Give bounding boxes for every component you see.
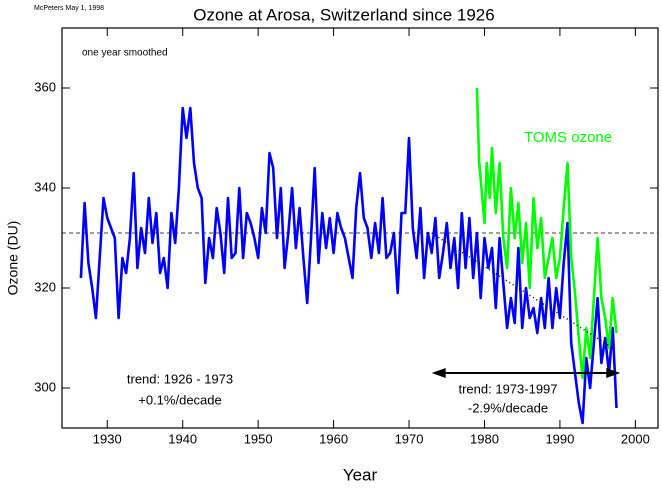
x-tick-label: 1960 (319, 431, 348, 446)
arrow-head (431, 368, 446, 378)
x-axis-label: Year (343, 465, 378, 484)
credit: McPeters May 1, 1998 (34, 5, 104, 12)
y-tick-label: 320 (34, 279, 56, 294)
series-line (475, 87, 618, 380)
x-tick-label: 1980 (470, 431, 499, 446)
y-tick-label: 360 (34, 79, 56, 94)
annotation: trend: 1926 - 1973 (127, 371, 233, 386)
subtitle: one year smoothed (82, 48, 168, 59)
x-tick-label: 2000 (621, 431, 650, 446)
series-label: TOMS ozone (524, 129, 612, 146)
x-tick-label: 1970 (395, 431, 424, 446)
y-tick-label: 340 (34, 179, 56, 194)
x-tick-label: 1950 (244, 431, 273, 446)
annotation: -2.9%/decade (468, 400, 548, 415)
x-tick-label: 1930 (93, 431, 122, 446)
annotation: +0.1%/decade (138, 392, 221, 407)
chart-title: Ozone at Arosa, Switzerland since 1926 (193, 5, 494, 24)
y-axis-label: Ozone (DU) (5, 221, 21, 296)
x-tick-label: 1990 (545, 431, 574, 446)
x-tick-label: 1940 (168, 431, 197, 446)
series-line (79, 106, 618, 425)
arrow-head (606, 368, 621, 378)
plot-frame (61, 27, 659, 429)
y-tick-label: 300 (34, 379, 56, 394)
annotation: trend: 1973-1997 (458, 381, 557, 396)
